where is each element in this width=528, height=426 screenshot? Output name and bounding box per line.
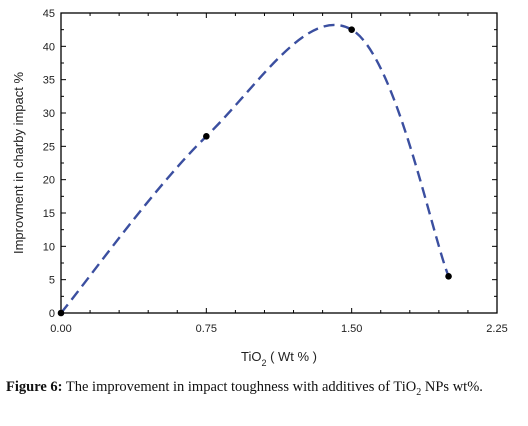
y-tick-label: 5 [49,275,55,287]
data-point [203,133,210,140]
caption-subscript: 2 [416,386,422,398]
y-tick-label: 0 [49,308,55,320]
data-point [57,309,65,317]
caption-text-2: NPs wt%. [421,379,483,395]
y-tick-label: 35 [43,75,55,87]
x-tick-label: 1.50 [341,323,362,335]
y-tick-label: 45 [43,8,55,20]
axis-ticks [60,12,498,314]
x-tick-label: 2.25 [486,323,507,335]
data-point [348,26,355,33]
y-tick-label: 15 [43,208,55,220]
figure-caption: Figure 6: The improvement in impact toug… [6,377,522,403]
y-axis-title: Improvment in charby impact % [11,72,26,255]
chart: 0 5 10 15 20 25 30 35 40 45 0.00 0.75 1.50 2.25 Impro… [11,8,508,368]
caption-label: Figure 6: [6,379,63,395]
series-line [60,23,450,314]
plot-axes [60,12,498,314]
y-tick-label: 25 [43,141,55,153]
y-tick-label: 40 [43,41,55,53]
x-tick-label: 0.75 [196,323,217,335]
y-tick-label: 30 [43,108,55,120]
data-point [445,273,452,280]
caption-text-1: The improvement in impact toughness with… [62,379,417,395]
x-axis-title-sub: 2 [261,358,266,368]
y-tick-label: 20 [43,175,55,187]
x-axis-title-main: TiO [241,349,261,364]
tick-labels: 0 5 10 15 20 25 30 35 40 45 0.00 0.75 1.50 2.25 [43,8,508,335]
plot-frame [60,12,498,314]
x-axis-title-rest: ( Wt % ) [266,349,317,364]
y-tick-label: 10 [43,241,55,253]
x-tick-label: 0.00 [50,323,71,335]
x-axis-title: TiO2 ( Wt % ) [241,349,317,368]
data-markers [57,26,452,317]
